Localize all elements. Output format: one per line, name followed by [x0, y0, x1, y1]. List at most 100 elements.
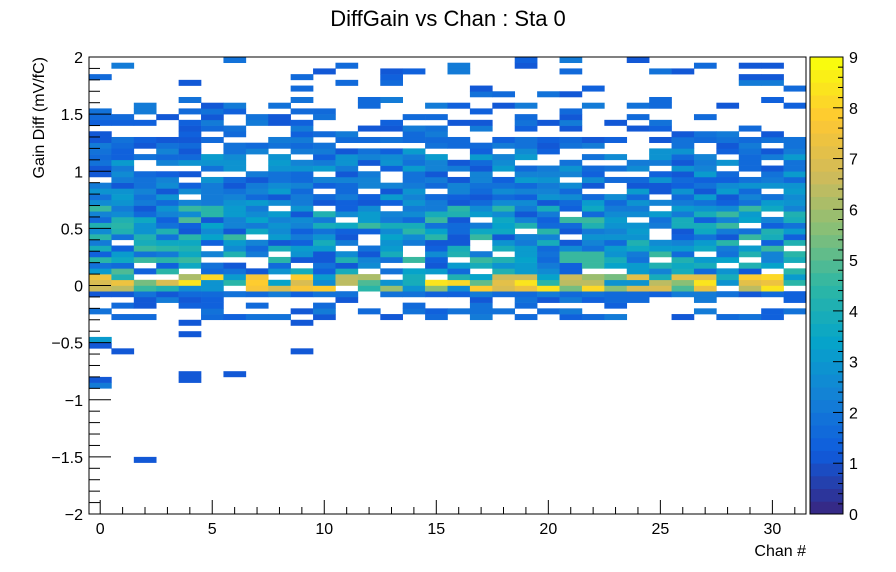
heatmap-cell — [357, 262, 381, 269]
heatmap-cell — [626, 285, 650, 292]
heatmap-cell — [514, 119, 538, 126]
heatmap-cell — [268, 262, 291, 269]
heatmap-cell — [469, 171, 493, 178]
colorbar-band — [810, 298, 843, 312]
heatmap-cell — [313, 148, 336, 155]
heatmap-cell — [626, 211, 650, 218]
heatmap-cell — [425, 222, 448, 229]
heatmap-cell — [313, 245, 336, 252]
heatmap-cell — [290, 228, 314, 235]
heatmap-cell — [761, 148, 784, 155]
heatmap-cell — [245, 142, 269, 149]
heatmap-cell — [380, 228, 403, 235]
heatmap-cell — [649, 176, 672, 183]
heatmap-cell — [604, 256, 628, 263]
heatmap-cell — [178, 296, 202, 303]
heatmap-cell — [201, 296, 224, 303]
heatmap-cell — [469, 314, 493, 321]
heatmap-cell — [738, 245, 762, 252]
heatmap-cell — [223, 176, 247, 183]
heatmap-cell — [402, 285, 426, 292]
heatmap-cell — [537, 279, 560, 286]
heatmap-cell — [268, 114, 291, 121]
heatmap-cell — [738, 188, 762, 195]
heatmap-cell — [761, 308, 784, 315]
y-axis-label: Gain Diff (mV/fC) — [31, 57, 48, 179]
heatmap-cell — [156, 234, 179, 241]
heatmap-cell — [133, 456, 157, 463]
heatmap-cell — [783, 234, 807, 241]
heatmap-cell — [335, 136, 359, 143]
heatmap-cell — [290, 234, 314, 241]
heatmap-cell — [716, 291, 740, 298]
heatmap-cell — [223, 125, 247, 132]
heatmap-cell — [469, 211, 493, 218]
heatmap-cell — [245, 211, 269, 218]
heatmap-cell — [268, 119, 291, 126]
heatmap-cell — [447, 62, 471, 69]
heatmap-cell — [671, 188, 695, 195]
heatmap-cell — [111, 211, 135, 218]
heatmap-cell — [111, 348, 135, 355]
heatmap-cell — [761, 171, 784, 178]
heatmap-cell — [693, 159, 717, 166]
heatmap-cell — [156, 251, 179, 258]
heatmap-cell — [402, 165, 426, 172]
heatmap-cell — [223, 205, 247, 212]
heatmap-cell — [178, 136, 202, 143]
heatmap-cell — [537, 148, 560, 155]
heatmap-cell — [245, 176, 269, 183]
heatmap-cell — [223, 159, 247, 166]
heatmap-cell — [559, 57, 583, 64]
heatmap-cell — [716, 194, 740, 201]
heatmap-cell — [492, 165, 516, 172]
heatmap-cell — [178, 319, 202, 326]
heatmap-cell — [492, 268, 516, 275]
heatmap-cell — [649, 68, 672, 75]
heatmap-cell — [178, 148, 202, 155]
heatmap-cell — [402, 211, 426, 218]
heatmap-cell — [671, 291, 695, 298]
heatmap-cell — [268, 285, 291, 292]
heatmap-cell — [268, 239, 291, 246]
heatmap-cell — [313, 165, 336, 172]
colorbar-band — [810, 475, 843, 490]
heatmap-cell — [761, 245, 784, 252]
heatmap-cell — [581, 211, 605, 218]
heatmap-cell — [111, 188, 135, 195]
colorbar-band — [810, 412, 843, 426]
heatmap-cell — [514, 268, 538, 275]
colorbar-band — [810, 399, 843, 413]
heatmap-cell — [290, 119, 314, 126]
heatmap-cell — [111, 234, 135, 241]
heatmap-cell — [268, 102, 291, 109]
heatmap-cell — [156, 245, 179, 252]
heatmap-cell — [133, 256, 157, 263]
heatmap-cell — [693, 256, 717, 263]
heatmap-cell — [671, 274, 695, 281]
heatmap-cell — [268, 159, 291, 166]
heatmap-cell — [201, 194, 224, 201]
heatmap-cell — [223, 165, 247, 172]
heatmap-cell — [469, 228, 493, 235]
heatmap-cell — [380, 125, 403, 132]
heatmap-cell — [245, 302, 269, 309]
heatmap-cell — [425, 228, 448, 235]
heatmap-cell — [201, 279, 224, 286]
heatmap-cell — [201, 114, 224, 121]
heatmap-cell — [469, 262, 493, 269]
heatmap-cell — [514, 279, 538, 286]
heatmap-cell — [335, 148, 359, 155]
heatmap-cell — [671, 142, 695, 149]
heatmap-cell — [559, 256, 583, 263]
heatmap-cell — [693, 114, 717, 121]
heatmap-cell — [626, 188, 650, 195]
heatmap-cell — [716, 274, 740, 281]
heatmap-cell — [380, 194, 403, 201]
heatmap-cell — [514, 171, 538, 178]
heatmap-cell — [335, 176, 359, 183]
heatmap-cell — [492, 274, 516, 281]
heatmap-cell — [245, 291, 269, 298]
heatmap-cell — [738, 79, 762, 86]
heatmap-cell — [783, 291, 807, 298]
